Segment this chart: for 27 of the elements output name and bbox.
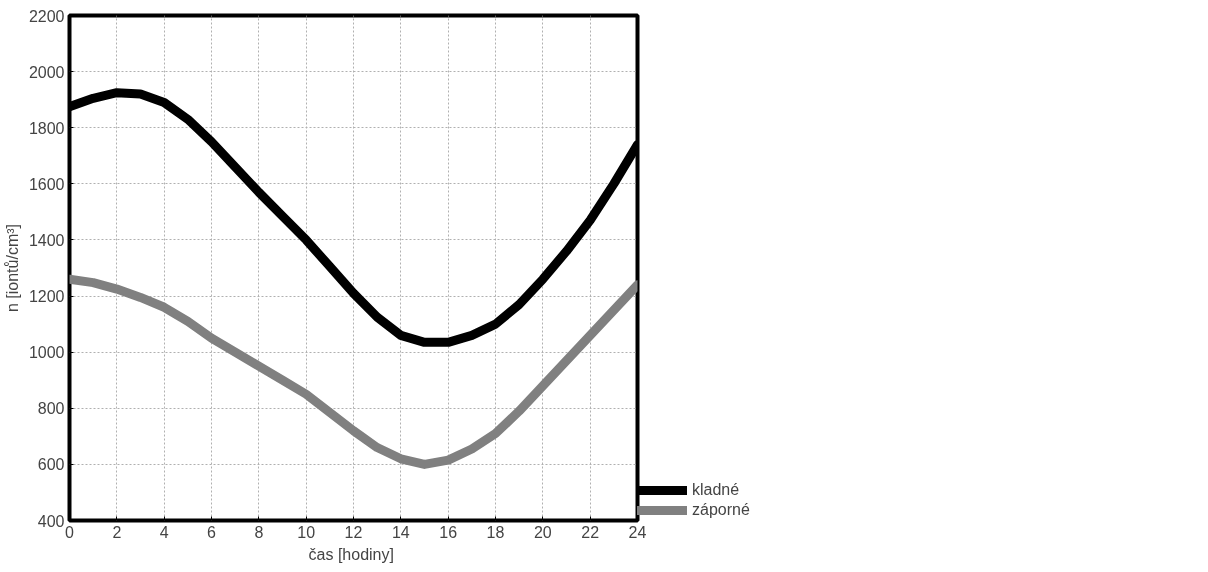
- x-tick-label: 4: [159, 523, 169, 541]
- legend-label: záporné: [692, 501, 750, 519]
- y-tick-label: 800: [37, 400, 65, 418]
- x-tick-label: 22: [581, 523, 600, 541]
- y-tick-label: 1600: [28, 175, 65, 193]
- x-tick-label: 16: [439, 523, 458, 541]
- x-tick-label: 8: [254, 523, 264, 541]
- x-tick-label: 18: [486, 523, 505, 541]
- x-tick-label: 2: [112, 523, 122, 541]
- x-tick-label: 24: [628, 523, 647, 541]
- x-tick-label: 20: [533, 523, 552, 541]
- x-tick-label: 10: [297, 523, 316, 541]
- x-tick-label: 14: [391, 523, 410, 541]
- legend-label: kladné: [692, 481, 740, 499]
- x-tick-label: 0: [65, 523, 75, 541]
- x-tick-label: 6: [207, 523, 217, 541]
- y-tick-label: 2000: [28, 63, 65, 81]
- y-axis-title: n [iontů/cm³]: [3, 223, 21, 313]
- x-axis-title: čas [hodiny]: [308, 545, 394, 563]
- y-tick-label: 2200: [28, 7, 65, 25]
- y-tick-label: 1800: [28, 119, 65, 137]
- y-tick-label: 400: [37, 512, 65, 530]
- y-tick-label: 1200: [28, 288, 65, 306]
- y-tick-label: 600: [37, 456, 65, 474]
- y-tick-label: 1000: [28, 344, 65, 362]
- y-tick-label: 1400: [28, 231, 65, 249]
- x-tick-label: 12: [344, 523, 363, 541]
